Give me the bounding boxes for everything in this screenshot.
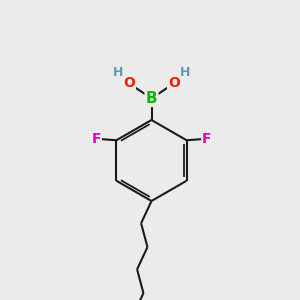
Text: B: B	[146, 91, 157, 106]
Text: F: F	[202, 132, 212, 146]
Text: H: H	[112, 65, 123, 79]
Text: F: F	[91, 132, 101, 146]
Text: O: O	[168, 76, 180, 90]
Text: H: H	[180, 65, 190, 79]
Text: O: O	[123, 76, 135, 90]
